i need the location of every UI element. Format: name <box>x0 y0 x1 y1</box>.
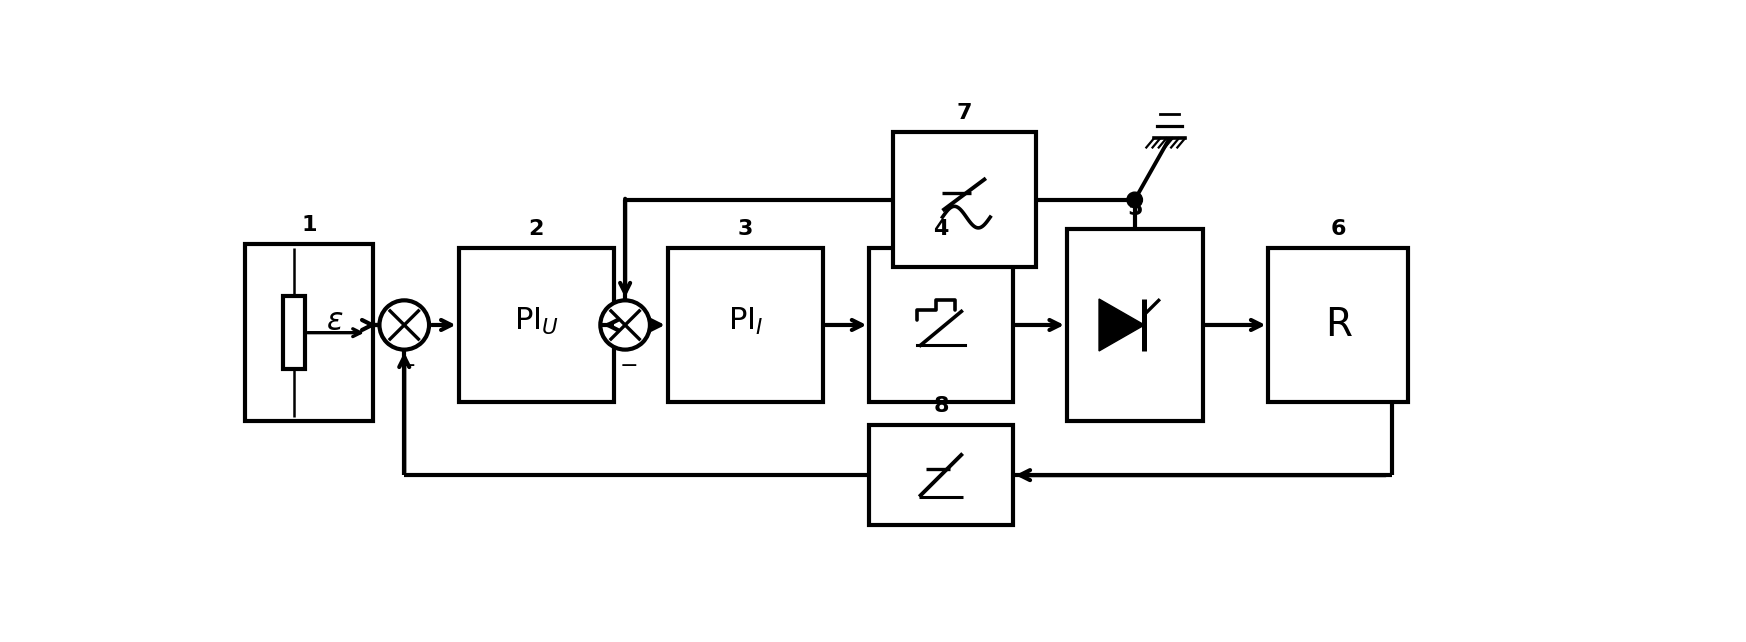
Bar <box>283 296 306 369</box>
Bar <box>1268 248 1407 402</box>
Text: 3: 3 <box>737 219 753 239</box>
Text: $\varepsilon$: $\varepsilon$ <box>327 307 344 336</box>
Text: −: − <box>398 356 416 376</box>
Bar <box>870 425 1013 525</box>
Text: 1: 1 <box>302 215 318 235</box>
Text: 7: 7 <box>957 103 973 123</box>
Bar <box>1067 229 1203 421</box>
Bar <box>667 248 822 402</box>
Bar <box>246 244 374 421</box>
Polygon shape <box>1098 299 1144 351</box>
Circle shape <box>379 300 430 350</box>
Text: $\mathrm{PI}_U$: $\mathrm{PI}_U$ <box>513 306 559 336</box>
Text: R: R <box>1325 306 1351 344</box>
Bar <box>870 248 1013 402</box>
Text: 5: 5 <box>1126 200 1142 220</box>
Bar <box>892 132 1035 267</box>
Circle shape <box>1126 192 1142 207</box>
Text: 6: 6 <box>1330 219 1346 239</box>
Bar <box>459 248 613 402</box>
Text: −: − <box>620 356 637 376</box>
Text: 4: 4 <box>934 219 948 239</box>
Text: 2: 2 <box>529 219 543 239</box>
Circle shape <box>601 300 650 350</box>
Text: $\mathrm{PI}_I$: $\mathrm{PI}_I$ <box>728 306 763 336</box>
Text: 8: 8 <box>932 396 948 416</box>
